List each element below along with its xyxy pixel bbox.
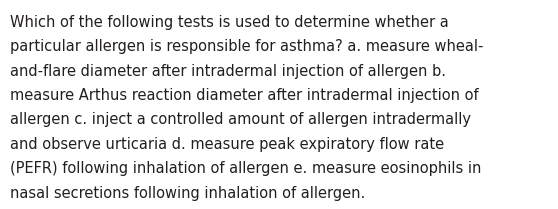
Text: Which of the following tests is used to determine whether a: Which of the following tests is used to …: [10, 15, 449, 30]
Text: and-flare diameter after intradermal injection of allergen b.: and-flare diameter after intradermal inj…: [10, 64, 446, 79]
Text: particular allergen is responsible for asthma? a. measure wheal-: particular allergen is responsible for a…: [10, 39, 483, 54]
Text: allergen c. inject a controlled amount of allergen intradermally: allergen c. inject a controlled amount o…: [10, 112, 471, 127]
Text: nasal secretions following inhalation of allergen.: nasal secretions following inhalation of…: [10, 186, 365, 201]
Text: measure Arthus reaction diameter after intradermal injection of: measure Arthus reaction diameter after i…: [10, 88, 479, 103]
Text: (PEFR) following inhalation of allergen e. measure eosinophils in: (PEFR) following inhalation of allergen …: [10, 161, 482, 176]
Text: and observe urticaria d. measure peak expiratory flow rate: and observe urticaria d. measure peak ex…: [10, 137, 444, 152]
